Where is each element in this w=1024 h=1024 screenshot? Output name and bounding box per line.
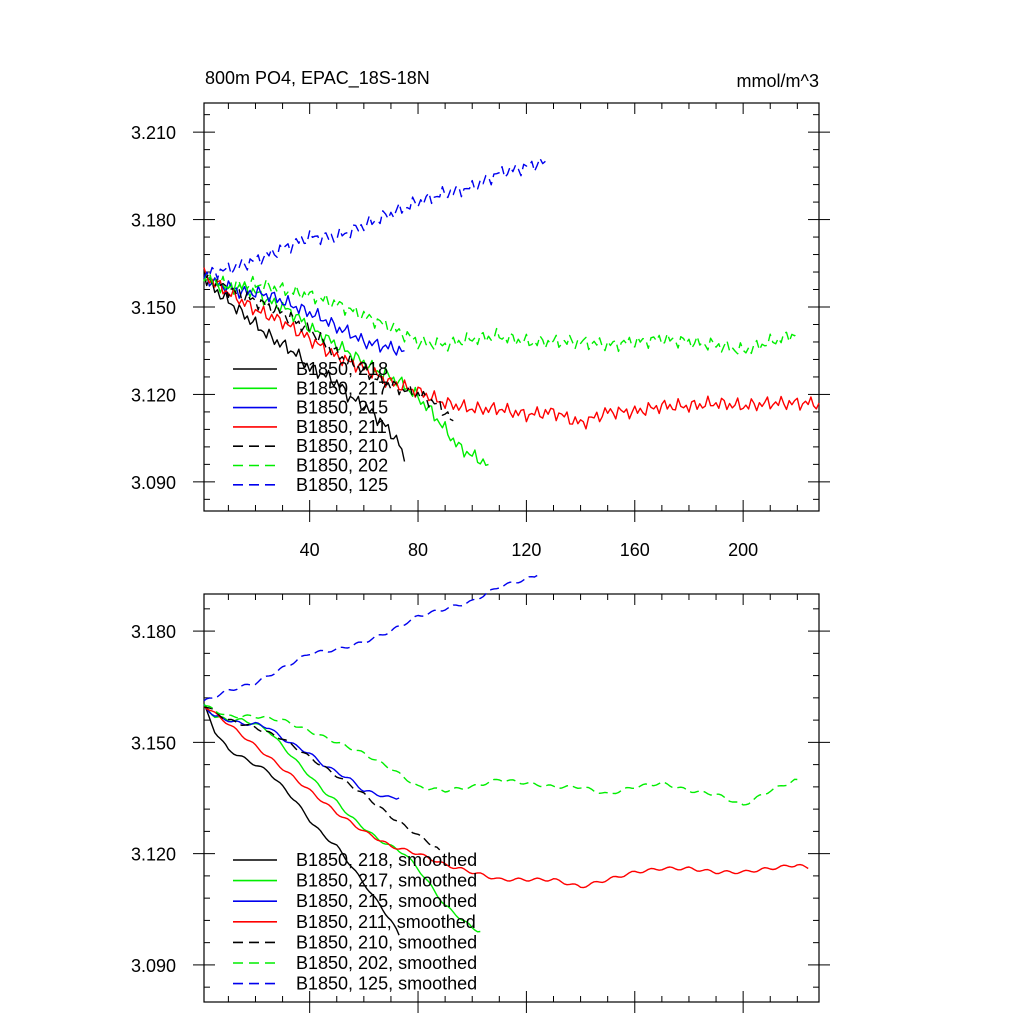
legend-label: B1850, 210, smoothed — [296, 932, 477, 952]
y-tick-label: 3.210 — [131, 123, 176, 143]
series-line — [203, 705, 809, 889]
chart-title: 800m PO4, EPAC_18S-18N — [205, 68, 430, 89]
y-tick-label: 3.150 — [131, 733, 176, 753]
series-line — [203, 703, 481, 933]
y-tick-label: 3.090 — [131, 956, 176, 976]
y-tick-label: 3.180 — [131, 211, 176, 231]
axis-ticks: 3.090 3.120 3.150 3.180 — [131, 594, 830, 1013]
legend-label: B1850, 217, smoothed — [296, 871, 477, 891]
series-lines — [203, 574, 809, 936]
series-line — [203, 271, 798, 355]
axis-ticks: 40 80 120 160 200 3.090 3.120 3.150 3.180 3.210 — [131, 103, 830, 560]
legend-label: B1850, 202, smoothed — [296, 953, 477, 973]
series-line — [203, 574, 538, 702]
series-line — [203, 703, 400, 936]
y-tick-label: 3.120 — [131, 845, 176, 865]
legend-label: B1850, 215 — [296, 398, 388, 418]
series-line — [203, 706, 441, 851]
legend-label: B1850, 202 — [296, 456, 388, 476]
x-tick-label: 120 — [511, 540, 541, 560]
legend-label: B1850, 211, smoothed — [296, 912, 476, 932]
y-tick-label: 3.180 — [131, 622, 176, 642]
legend-label: B1850, 125, smoothed — [296, 974, 477, 994]
plot-frame — [203, 593, 820, 1003]
series-line — [203, 274, 406, 462]
x-tick-label: 200 — [728, 540, 758, 560]
legend-label: B1850, 125 — [296, 475, 388, 495]
y-tick-label: 3.120 — [131, 385, 176, 405]
series-line — [204, 705, 798, 806]
x-tick-label: 40 — [300, 540, 320, 560]
legend-label: B1850, 218 — [296, 359, 388, 379]
legend-label: B1850, 211 — [296, 417, 387, 437]
y-tick-label: 3.150 — [131, 298, 176, 318]
series-line — [203, 267, 820, 430]
series-line — [203, 271, 454, 422]
legend-label: B1850, 215, smoothed — [296, 891, 477, 911]
legend-label: B1850, 218, smoothed — [296, 850, 477, 870]
top-panel: 800m PO4, EPAC_18S-18N mmol/m^3 40 80 120 1… — [131, 68, 830, 560]
legend-label: B1850, 210 — [296, 436, 388, 456]
series-line — [203, 273, 405, 356]
bottom-panel: 3.090 3.120 3.150 3.180 B1850, 218, smoothe… — [131, 574, 830, 1013]
y-tick-label: 3.090 — [131, 473, 176, 493]
x-tick-label: 160 — [620, 540, 650, 560]
series-line — [203, 157, 546, 280]
x-tick-label: 80 — [408, 540, 428, 560]
legend-label: B1850, 217 — [296, 378, 388, 398]
units-label: mmol/m^3 — [737, 71, 819, 91]
series-line — [203, 704, 400, 800]
series-lines — [203, 157, 820, 466]
